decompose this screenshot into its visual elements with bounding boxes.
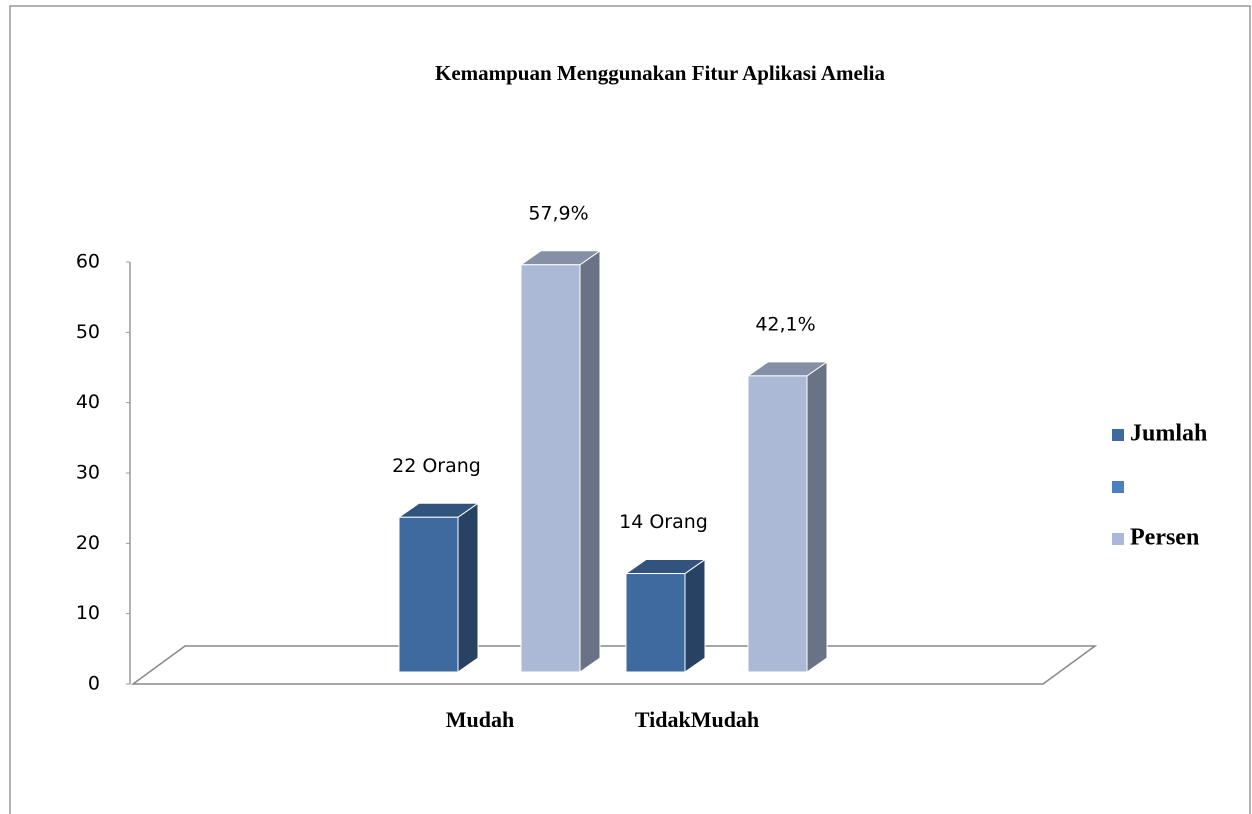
y-tick-label: 10 [76,602,100,624]
bar-side [806,360,828,673]
legend-swatch [1112,533,1124,545]
y-tick-label: 0 [88,673,100,695]
bar-side [579,249,601,673]
chart-title: Kemampuan Menggunakan Fitur Aplikasi Ame… [435,61,886,85]
bar [398,516,459,673]
bar [520,264,581,673]
data-label: 22 Orang [392,455,481,477]
floor [130,645,1098,685]
y-tick-label: 60 [76,251,100,273]
y-tick-label: 50 [76,321,100,343]
legend-swatch [1112,429,1124,441]
legend-swatch [1112,481,1124,493]
legend-label: Jumlah [1130,421,1207,447]
data-label: 14 Orang [619,511,708,533]
data-label: 57,9% [528,202,588,224]
y-tick-label: 40 [76,391,100,413]
bar [625,573,686,673]
bar [747,375,808,673]
frame [9,5,1251,814]
y-tick-label: 20 [76,532,100,554]
bar-side [684,558,706,673]
bar-side [457,502,479,673]
x-tick-label: TidakMudah [635,707,759,732]
x-tick-label: Mudah [446,707,514,732]
y-tick-label: 30 [76,462,100,484]
legend-label: Persen [1130,525,1199,551]
data-label: 42,1% [755,313,815,335]
